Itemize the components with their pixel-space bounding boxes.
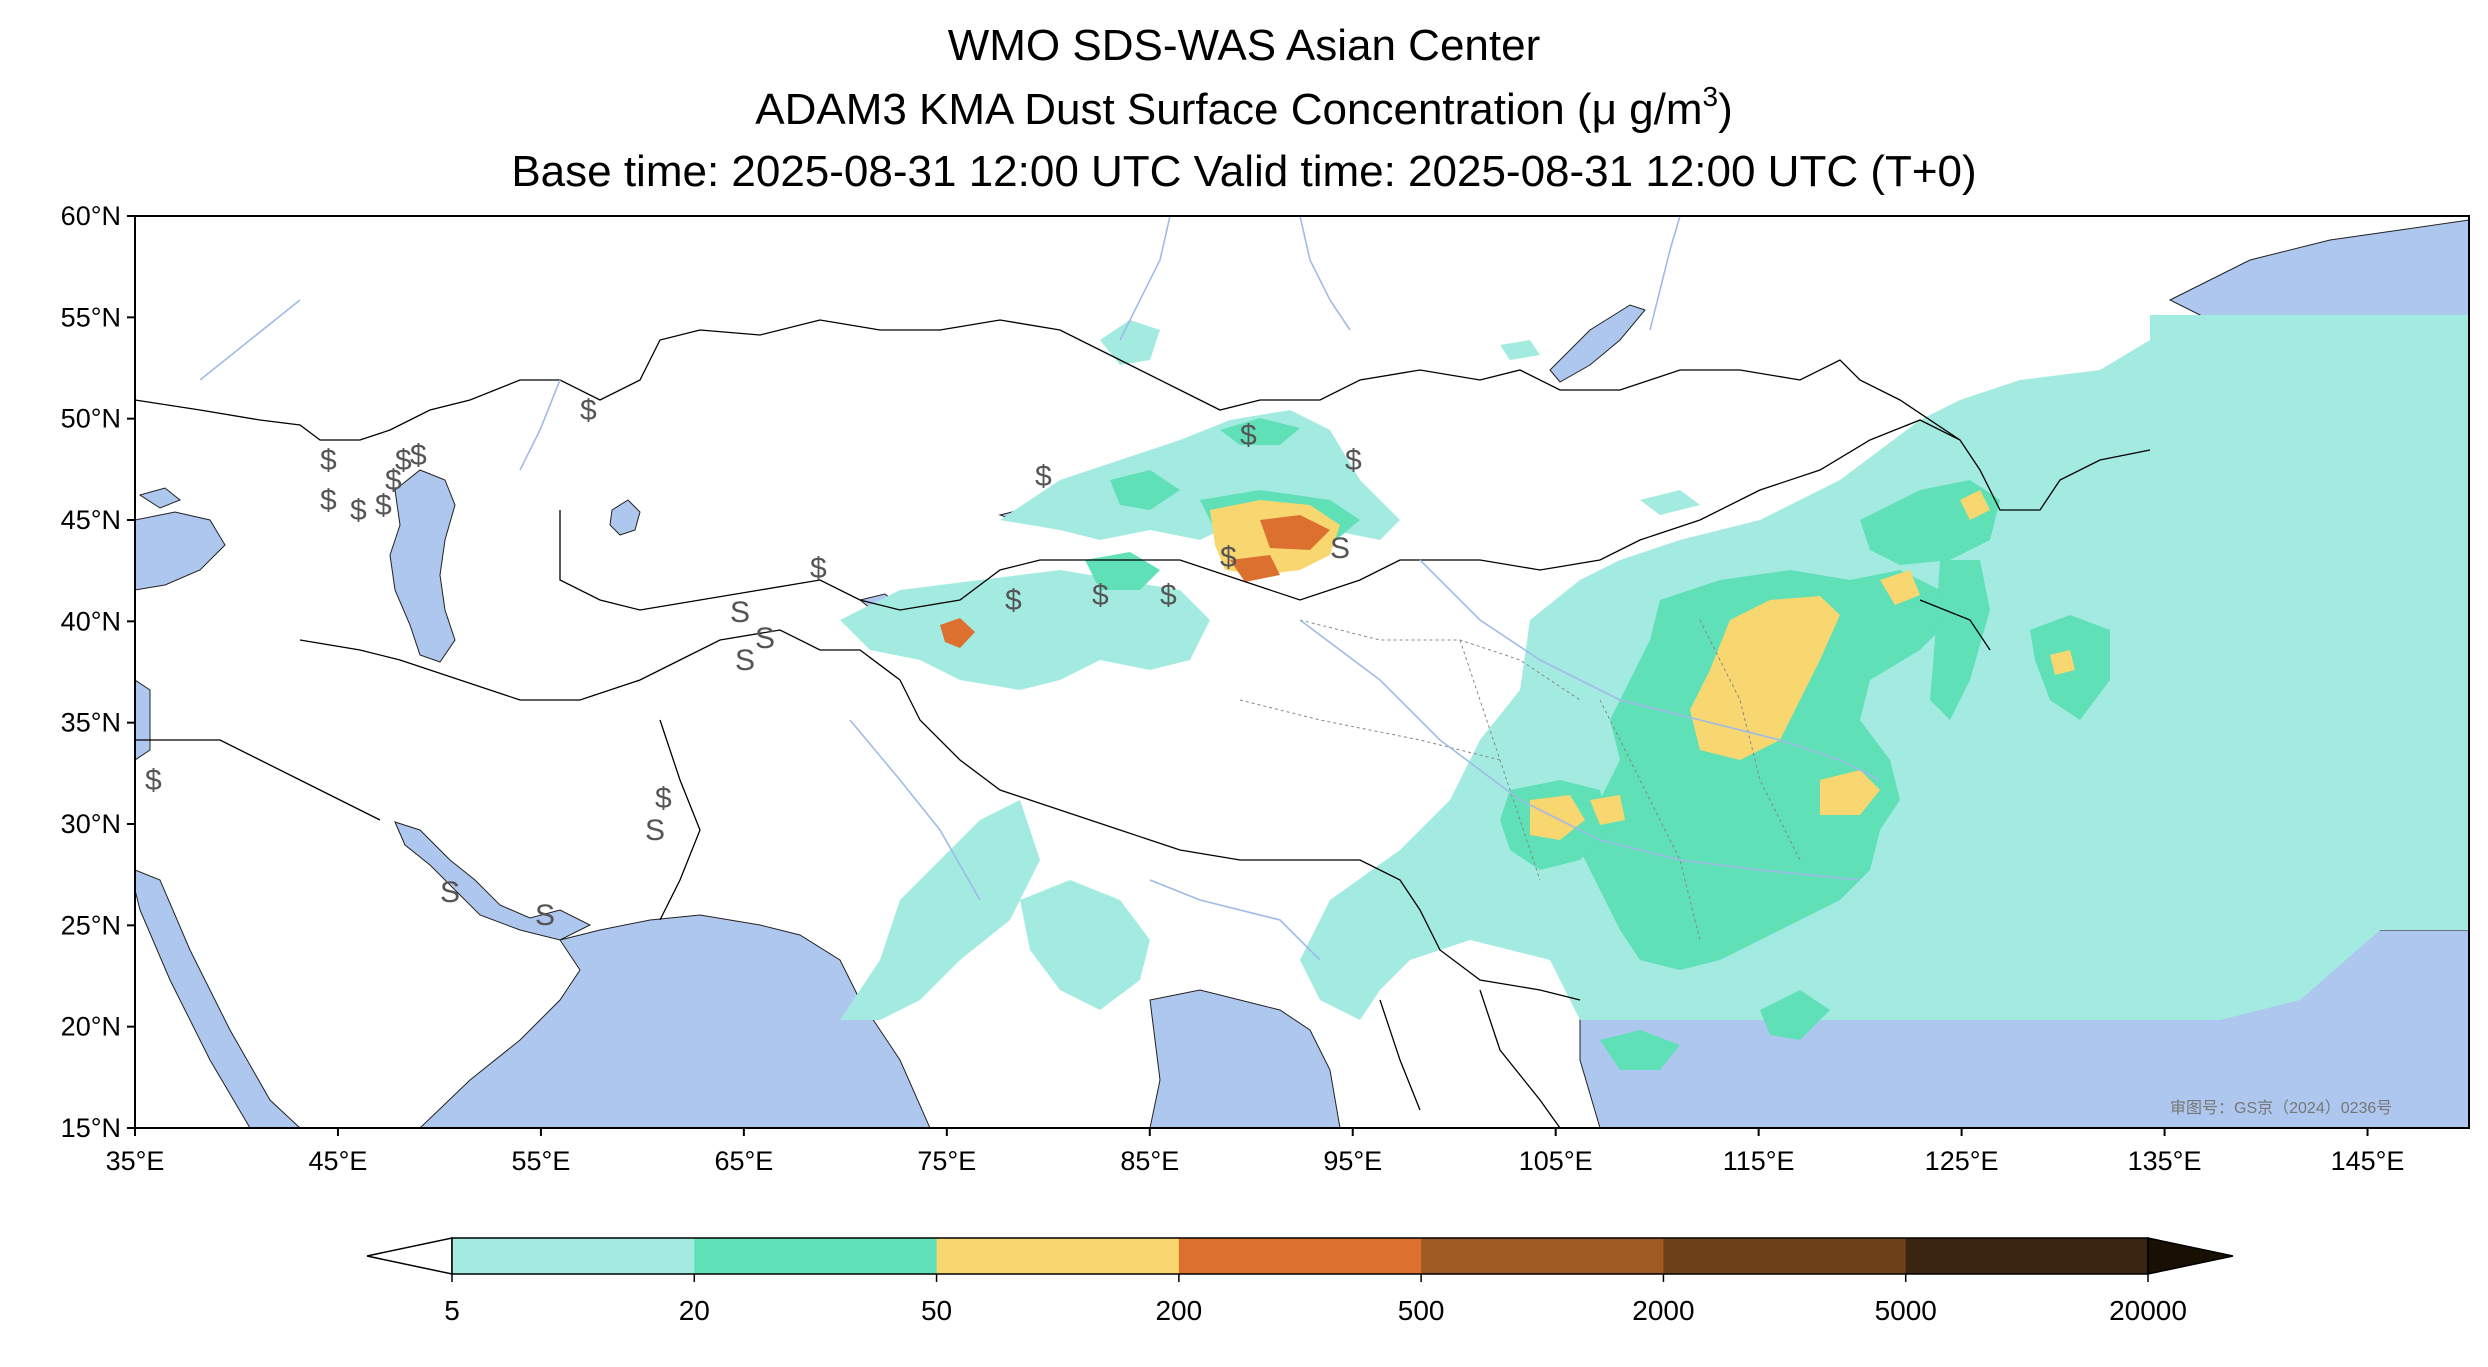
- station-marker: $: [1005, 584, 1022, 617]
- lon-tick-label: 145°E: [2331, 1146, 2405, 1176]
- station-marker: $: [1035, 460, 1052, 493]
- colorbar-tick-label: 200: [1155, 1295, 1202, 1326]
- station-marker: $: [810, 552, 827, 585]
- station-marker: $: [1345, 444, 1362, 477]
- rivers: [199, 216, 1881, 961]
- colorbar-tick-label: 2000: [1632, 1295, 1694, 1326]
- aral-sea: [609, 499, 641, 536]
- unit-exponent: 3: [1702, 81, 1719, 112]
- station-marker: S: [535, 899, 555, 932]
- lat-tick-label: 45°N: [61, 505, 121, 535]
- colorbar-over-extension: [2147, 1237, 2234, 1275]
- colorbar-segment: [1905, 1238, 2149, 1274]
- lat-tick-label: 25°N: [61, 910, 121, 940]
- lon-tick-label: 95°E: [1323, 1146, 1382, 1176]
- lon-tick-label: 55°E: [511, 1146, 570, 1176]
- country-borders: [135, 319, 2151, 1128]
- lon-tick-label: 45°E: [309, 1146, 368, 1176]
- station-marker: S: [735, 644, 755, 677]
- mediterranean: [135, 679, 151, 761]
- colorbar-segment: [936, 1238, 1180, 1274]
- colorbar-segment: [1178, 1238, 1422, 1274]
- caspian-sea: [389, 469, 456, 663]
- subtitle-close: ): [1718, 85, 1733, 134]
- station-marker: S: [645, 814, 665, 847]
- colorbar-tick-label: 500: [1398, 1295, 1445, 1326]
- station-marker: S: [755, 622, 775, 655]
- station-marker: $: [1092, 579, 1109, 612]
- map-title: WMO SDS-WAS Asian Center: [947, 21, 1541, 70]
- station-marker: S: [440, 876, 460, 909]
- persian-gulf: [394, 821, 592, 941]
- black-sea: [135, 511, 226, 591]
- lon-tick-label: 105°E: [1519, 1146, 1593, 1176]
- unit-mu: μ: [1591, 85, 1617, 134]
- contour-level-200-500: [940, 515, 1330, 648]
- station-marker: $: [1160, 579, 1177, 612]
- time-info: Base time: 2025-08-31 12:00 UTC Valid ti…: [511, 147, 1977, 196]
- map-frame: [134, 215, 2470, 1129]
- colorbar-frame: [451, 1237, 2149, 1275]
- lon-tick-label: 65°E: [714, 1146, 773, 1176]
- arabian-sea: [419, 914, 931, 1128]
- lake-baikal: [1549, 304, 1646, 383]
- colorbar-segment: [452, 1238, 695, 1274]
- latitude-axis: 60°N 55°N 50°N 45°N 40°N 35°N 30°N 25°N 20°N 15°N: [61, 201, 135, 1143]
- lon-tick-label: 135°E: [2128, 1146, 2202, 1176]
- station-marker: $: [1240, 419, 1257, 452]
- colorbar-segment: [694, 1238, 938, 1274]
- station-marker: $: [1220, 541, 1237, 574]
- map-area: $ $ $ $ $ $ $ $ $ $ $ $ $ $ $ $ S S S S …: [135, 216, 2469, 1128]
- lon-tick-label: 75°E: [917, 1146, 976, 1176]
- colorbar: 5 20 50 200 500 2000 5000 20000: [366, 1237, 2234, 1326]
- station-marker: $: [385, 464, 402, 497]
- station-marker: S: [730, 596, 750, 629]
- map-subtitle: ADAM3 KMA Dust Surface Concentration (μ …: [0, 82, 2488, 138]
- lat-tick-label: 30°N: [61, 809, 121, 839]
- colorbar-segment: [1421, 1238, 1664, 1274]
- lat-tick-label: 55°N: [61, 302, 121, 332]
- colorbar-tick-label: 20: [679, 1295, 710, 1326]
- bay-of-bengal: [1149, 989, 1341, 1128]
- colorbar-tick-label: 50: [921, 1295, 952, 1326]
- lat-tick-label: 35°N: [61, 708, 121, 738]
- lon-tick-label: 35°E: [106, 1146, 165, 1176]
- lon-tick-label: 85°E: [1120, 1146, 1179, 1176]
- lon-tick-label: 115°E: [1723, 1146, 1795, 1176]
- lat-tick-label: 20°N: [61, 1012, 121, 1042]
- lat-tick-label: 60°N: [61, 201, 121, 231]
- station-marker: $: [350, 494, 367, 527]
- station-marker: $: [145, 764, 162, 797]
- colorbar-tick-label: 20000: [2109, 1295, 2187, 1326]
- colorbar-segment: [1663, 1238, 1907, 1274]
- subtitle-text: ADAM3 KMA Dust Surface Concentration (: [755, 85, 1592, 134]
- province-boundaries: [1239, 619, 1801, 941]
- colorbar-tick-label: 5: [444, 1295, 460, 1326]
- colorbar-tick-label: 5000: [1875, 1295, 1937, 1326]
- station-marker: $: [580, 394, 597, 427]
- station-marker: $: [410, 439, 427, 472]
- red-sea: [135, 869, 301, 1128]
- station-marker: $: [320, 484, 337, 517]
- dust-contours: [840, 315, 2469, 1070]
- contour-level-20-50: [1085, 418, 2110, 1070]
- station-marker: $: [655, 782, 672, 815]
- station-marker: $: [395, 444, 412, 477]
- longitude-axis: 35°E 45°E 55°E 65°E 75°E 85°E 95°E 105°E 115°E 12…: [106, 1128, 2405, 1176]
- station-marker: $: [375, 489, 392, 522]
- station-markers: $ $ $ $ $ $ $ $ $ $ $ $ $ $ $ $ S S S S …: [145, 394, 1362, 932]
- lat-tick-label: 15°N: [61, 1113, 121, 1143]
- lat-tick-label: 50°N: [61, 404, 121, 434]
- station-marker: $: [320, 444, 337, 477]
- unit-base: g/m: [1616, 85, 1703, 134]
- map-approval-notice: 审图号：GS京（2024）0236号: [2170, 1099, 2392, 1117]
- colorbar-under-extension: [366, 1237, 453, 1275]
- black-sea-north: [138, 487, 181, 509]
- station-marker: S: [1330, 532, 1350, 565]
- lat-tick-label: 40°N: [61, 606, 121, 636]
- lon-tick-label: 125°E: [1925, 1146, 1999, 1176]
